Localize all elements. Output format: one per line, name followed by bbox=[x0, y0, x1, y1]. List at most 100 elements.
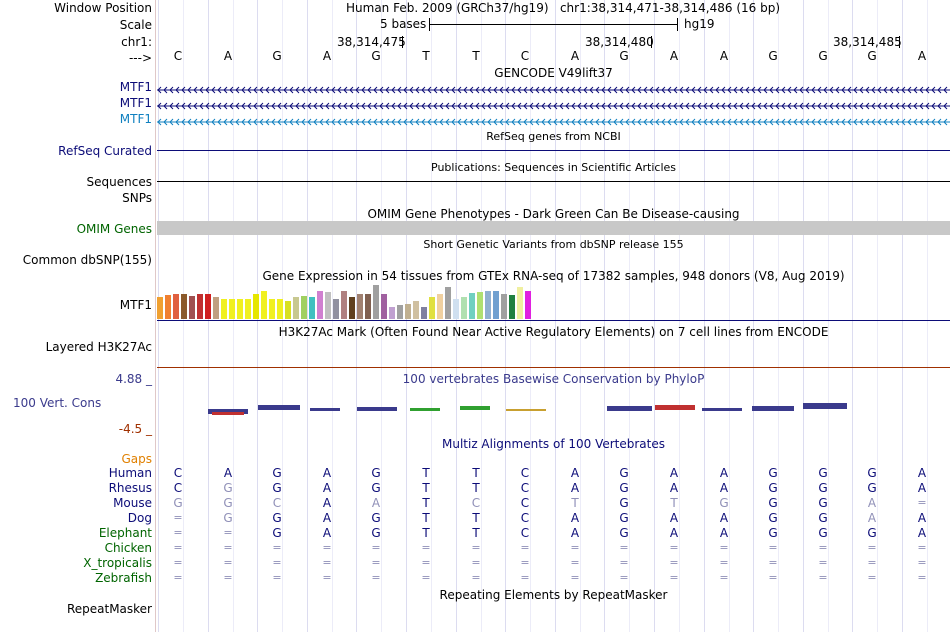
gtex-tissue-bar[interactable] bbox=[181, 294, 187, 319]
gtex-label[interactable]: MTF1 bbox=[119, 298, 152, 312]
gencode-gene-label[interactable]: MTF1 bbox=[119, 96, 152, 110]
gtex-tissue-bar[interactable] bbox=[437, 294, 443, 319]
gtex-tissue-bar[interactable] bbox=[509, 295, 515, 319]
aligned-base: T bbox=[422, 496, 430, 510]
aligned-base: T bbox=[472, 481, 480, 495]
gtex-tissue-bar[interactable] bbox=[461, 297, 467, 319]
h3k27ac-title[interactable]: H3K27Ac Mark (Often Found Near Active Re… bbox=[278, 325, 829, 339]
gtex-tissue-bar[interactable] bbox=[261, 291, 267, 319]
gtex-title[interactable]: Gene Expression in 54 tissues from GTEx … bbox=[262, 269, 845, 283]
gencode-gene-label[interactable]: MTF1 bbox=[119, 112, 152, 126]
species-label[interactable]: Mouse bbox=[113, 496, 152, 510]
gaps-label[interactable]: Gaps bbox=[121, 452, 152, 466]
gtex-tissue-bar[interactable] bbox=[525, 291, 531, 319]
publications-feature[interactable] bbox=[157, 181, 950, 182]
gtex-tissue-bar[interactable] bbox=[189, 296, 195, 319]
gtex-tissue-bar[interactable] bbox=[501, 294, 507, 319]
gtex-tissue-bar[interactable] bbox=[349, 297, 355, 319]
dbsnp-label[interactable]: Common dbSNP(155) bbox=[22, 253, 152, 267]
gtex-tissue-bar[interactable] bbox=[397, 305, 403, 319]
gtex-tissue-bar[interactable] bbox=[485, 291, 491, 319]
gtex-tissue-bar[interactable] bbox=[365, 294, 371, 319]
gtex-tissue-bar[interactable] bbox=[205, 294, 211, 319]
refseq-label[interactable]: RefSeq Curated bbox=[58, 144, 152, 158]
sequence-base: A bbox=[669, 49, 679, 63]
aligned-base: = bbox=[818, 541, 828, 554]
refseq-feature[interactable] bbox=[157, 150, 950, 151]
gtex-tissue-bar[interactable] bbox=[469, 293, 475, 319]
gtex-tissue-bar[interactable] bbox=[517, 287, 523, 319]
species-label[interactable]: X_tropicalis bbox=[83, 556, 152, 570]
repeatmasker-title[interactable]: Repeating Elements by RepeatMasker bbox=[439, 588, 668, 602]
gtex-tissue-bar[interactable] bbox=[421, 307, 427, 319]
dbsnp-title[interactable]: Short Genetic Variants from dbSNP releas… bbox=[423, 238, 684, 251]
species-label[interactable]: Rhesus bbox=[108, 481, 152, 495]
snps-label[interactable]: SNPs bbox=[122, 191, 152, 205]
gtex-tissue-bar[interactable] bbox=[285, 301, 291, 319]
aligned-base: A bbox=[322, 511, 332, 525]
aligned-base: A bbox=[570, 481, 580, 495]
aligned-base: G bbox=[818, 526, 828, 540]
aligned-base: G bbox=[768, 496, 778, 510]
gtex-tissue-bar[interactable] bbox=[341, 291, 347, 319]
aligned-base: T bbox=[472, 526, 480, 540]
aligned-base: = bbox=[223, 571, 233, 584]
gtex-tissue-bar[interactable] bbox=[197, 294, 203, 319]
gtex-tissue-bar[interactable] bbox=[413, 301, 419, 319]
gtex-tissue-bar[interactable] bbox=[333, 299, 339, 319]
gtex-tissue-bar[interactable] bbox=[157, 297, 163, 319]
aligned-base: G bbox=[619, 496, 629, 510]
omim-feature[interactable] bbox=[157, 221, 950, 235]
aligned-base: = bbox=[322, 571, 332, 584]
gtex-tissue-bar[interactable] bbox=[445, 287, 451, 319]
gtex-tissue-bar[interactable] bbox=[253, 294, 259, 319]
gtex-tissue-bar[interactable] bbox=[221, 299, 227, 319]
gencode-gene-feature[interactable] bbox=[157, 115, 950, 126]
aligned-base: A bbox=[719, 526, 729, 540]
gtex-tissue-bar[interactable] bbox=[317, 291, 323, 319]
gtex-tissue-bar[interactable] bbox=[309, 297, 315, 319]
species-label[interactable]: Elephant bbox=[98, 526, 152, 540]
gtex-tissue-bar[interactable] bbox=[213, 297, 219, 319]
gencode-title[interactable]: GENCODE V49lift37 bbox=[494, 66, 613, 80]
refseq-title[interactable]: RefSeq genes from NCBI bbox=[486, 130, 621, 143]
gtex-tissue-bar[interactable] bbox=[269, 299, 275, 319]
gtex-tissue-bar[interactable] bbox=[237, 299, 243, 319]
gtex-tissue-bar[interactable] bbox=[357, 294, 363, 319]
omim-label[interactable]: OMIM Genes bbox=[76, 222, 152, 236]
gencode-gene-feature[interactable] bbox=[157, 99, 950, 110]
gencode-gene-label[interactable]: MTF1 bbox=[119, 80, 152, 94]
gencode-gene-feature[interactable] bbox=[157, 83, 950, 94]
coord-tick bbox=[899, 36, 900, 48]
multiz-title[interactable]: Multiz Alignments of 100 Vertebrates bbox=[441, 437, 666, 451]
gtex-tissue-bar[interactable] bbox=[493, 291, 499, 319]
gtex-tissue-bar[interactable] bbox=[405, 304, 411, 319]
species-label[interactable]: Human bbox=[108, 466, 152, 480]
gtex-tissue-bar[interactable] bbox=[301, 296, 307, 319]
gtex-tissue-bar[interactable] bbox=[277, 299, 283, 319]
aligned-base: G bbox=[818, 496, 828, 510]
gtex-tissue-bar[interactable] bbox=[325, 292, 331, 319]
h3k27ac-label[interactable]: Layered H3K27Ac bbox=[45, 340, 152, 354]
coord-tick bbox=[402, 36, 403, 48]
repeatmasker-label[interactable]: RepeatMasker bbox=[66, 602, 152, 616]
species-label[interactable]: Zebrafish bbox=[95, 571, 152, 585]
gtex-tissue-bar[interactable] bbox=[453, 299, 459, 319]
gtex-tissue-bar[interactable] bbox=[389, 307, 395, 319]
gtex-tissue-bar[interactable] bbox=[429, 297, 435, 319]
gtex-tissue-bar[interactable] bbox=[293, 297, 299, 319]
phylop-label[interactable]: 100 Vert. Cons bbox=[13, 396, 102, 410]
gtex-tissue-bar[interactable] bbox=[165, 295, 171, 319]
publications-title[interactable]: Publications: Sequences in Scientific Ar… bbox=[431, 161, 676, 174]
gtex-tissue-bar[interactable] bbox=[477, 292, 483, 319]
species-label[interactable]: Dog bbox=[127, 511, 152, 525]
omim-title[interactable]: OMIM Gene Phenotypes - Dark Green Can Be… bbox=[367, 207, 740, 221]
phylop-title[interactable]: 100 vertebrates Basewise Conservation by… bbox=[402, 372, 705, 386]
publications-label[interactable]: Sequences bbox=[86, 175, 152, 189]
gtex-tissue-bar[interactable] bbox=[229, 299, 235, 319]
gtex-tissue-bar[interactable] bbox=[173, 294, 179, 319]
gtex-tissue-bar[interactable] bbox=[245, 299, 251, 319]
gtex-tissue-bar[interactable] bbox=[381, 294, 387, 319]
species-label[interactable]: Chicken bbox=[104, 541, 152, 555]
gtex-tissue-bar[interactable] bbox=[373, 285, 379, 319]
